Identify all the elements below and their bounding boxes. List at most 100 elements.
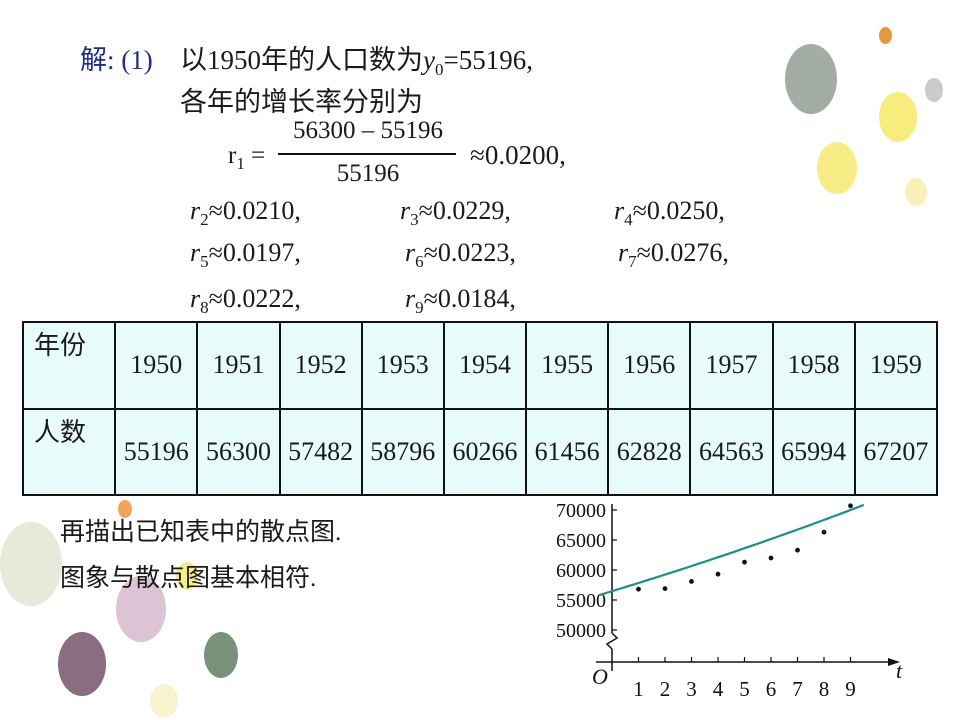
decorative-circle xyxy=(785,44,837,114)
x-tick-label: 2 xyxy=(660,677,671,701)
rate-value: ≈0.0250, xyxy=(632,196,725,225)
var-y-subscript: 0 xyxy=(434,60,444,79)
rate-subscript: 5 xyxy=(200,252,209,271)
decorative-circle xyxy=(0,522,62,606)
data-point xyxy=(821,529,827,535)
y-tick-label: 60000 xyxy=(556,560,606,582)
table-cell-population: 56300 xyxy=(196,407,281,496)
rate-r7: r7≈0.0276, xyxy=(618,238,729,272)
table-cell-year: 1955 xyxy=(525,321,610,410)
population-table: 年份 1950 1951 1952 1953 1954 1955 1956 19… xyxy=(21,321,939,496)
table-cell-year: 1953 xyxy=(360,321,445,410)
x-tick-label: 9 xyxy=(845,677,856,701)
rate-name: r xyxy=(190,238,201,267)
rate-value: ≈0.0210, xyxy=(208,196,301,225)
line1-value: =55196, xyxy=(443,45,533,75)
rate-r3: r3≈0.0229, xyxy=(400,196,511,230)
scatter-plot: 50000 55000 60000 65000 70000 1 2 3 4 5 6 7 8 9 O t xyxy=(556,500,903,701)
rate-subscript: 9 xyxy=(415,298,424,317)
decorative-circle xyxy=(116,576,166,642)
data-point xyxy=(715,571,721,577)
r1-label: r1 = xyxy=(228,142,265,174)
decorative-circle xyxy=(879,92,917,142)
rate-subscript: 8 xyxy=(200,298,209,317)
rate-name: r xyxy=(190,196,201,225)
decorative-circle xyxy=(118,500,132,518)
line1-text: 以1950年的人口数为 xyxy=(180,45,423,75)
decorative-circle xyxy=(905,178,927,206)
table-cell-year: 1956 xyxy=(607,321,692,410)
table-cell-year: 1958 xyxy=(771,321,856,410)
rate-name: r xyxy=(614,196,625,225)
r1-name: r xyxy=(228,142,237,169)
data-point xyxy=(662,586,668,591)
decorative-circle xyxy=(925,78,943,102)
x-axis-label: t xyxy=(896,658,903,683)
table-cell-population: 57482 xyxy=(278,407,363,496)
model-curve xyxy=(598,503,865,597)
x-tick-label: 6 xyxy=(766,677,777,701)
data-point xyxy=(742,559,747,565)
rate-r4: r4≈0.0250, xyxy=(614,196,725,230)
rate-value: ≈0.0223, xyxy=(423,238,516,267)
y-tick-label: 65000 xyxy=(556,530,606,552)
r1-subscript: 1 xyxy=(236,154,245,173)
table-cell-population: 62828 xyxy=(607,407,692,496)
x-axis-arrow xyxy=(888,658,900,666)
table-cell-population: 61456 xyxy=(525,407,610,496)
rate-subscript: 6 xyxy=(415,252,424,271)
rate-value: ≈0.0197, xyxy=(208,238,301,267)
x-tick-label: 4 xyxy=(713,677,724,701)
row-header-year: 年份 xyxy=(21,321,117,410)
data-point xyxy=(848,503,853,509)
solution-label: 解: (1) xyxy=(80,45,153,75)
rate-name: r xyxy=(405,284,416,313)
x-tick-label: 8 xyxy=(819,677,830,701)
table-cell-population: 58796 xyxy=(360,407,445,496)
table-row-population: 人数 55196 56300 57482 58796 60266 61456 6… xyxy=(21,407,939,496)
rate-r9: r9≈0.0184, xyxy=(405,284,516,318)
table-cell-year: 1951 xyxy=(196,321,281,410)
note-line-1: 再描出已知表中的散点图. xyxy=(60,519,342,546)
table-cell-year: 1950 xyxy=(114,321,199,410)
origin-label: O xyxy=(592,664,608,689)
r1-equals: = xyxy=(251,142,266,169)
x-tick-label: 7 xyxy=(792,677,803,701)
rate-value: ≈0.0276, xyxy=(636,238,729,267)
fraction-bar xyxy=(278,153,456,155)
rate-r2: r2≈0.0210, xyxy=(190,196,301,230)
decorative-circle xyxy=(204,632,238,678)
data-point xyxy=(689,579,694,584)
data-point xyxy=(768,555,774,561)
fraction-numerator: 56300 – 55196 xyxy=(293,117,443,144)
rate-r5: r5≈0.0197, xyxy=(190,238,301,272)
var-y: y xyxy=(423,45,435,75)
rate-name: r xyxy=(190,284,201,313)
y-tick-label: 50000 xyxy=(556,620,606,642)
rate-subscript: 3 xyxy=(410,210,419,229)
table-cell-population: 67207 xyxy=(853,407,939,496)
rate-name: r xyxy=(400,196,411,225)
note-line-2: 图象与散点图基本相符. xyxy=(60,565,317,592)
r1-result: ≈0.0200, xyxy=(470,140,566,170)
table-cell-population: 60266 xyxy=(442,407,528,496)
y-tick-label: 55000 xyxy=(556,590,606,612)
rate-name: r xyxy=(405,238,416,267)
decorative-circle xyxy=(817,142,857,194)
table-row-years: 年份 1950 1951 1952 1953 1954 1955 1956 19… xyxy=(21,321,939,410)
table-cell-population: 64563 xyxy=(689,407,774,496)
rate-value: ≈0.0222, xyxy=(208,284,301,313)
data-point xyxy=(636,586,641,592)
decorative-circle xyxy=(879,27,892,44)
decorative-circle xyxy=(58,632,106,696)
solution-line-2: 各年的增长率分别为 xyxy=(180,87,423,117)
rate-subscript: 4 xyxy=(624,210,633,229)
rate-r6: r6≈0.0223, xyxy=(405,238,516,272)
table-cell-year: 1957 xyxy=(689,321,774,410)
table-cell-year: 1952 xyxy=(278,321,363,410)
table-cell-year: 1954 xyxy=(442,321,528,410)
data-point xyxy=(795,547,800,553)
fraction-denominator: 55196 xyxy=(336,160,400,187)
y-tick-label: 70000 xyxy=(556,500,606,522)
table-cell-population: 65994 xyxy=(771,407,856,496)
